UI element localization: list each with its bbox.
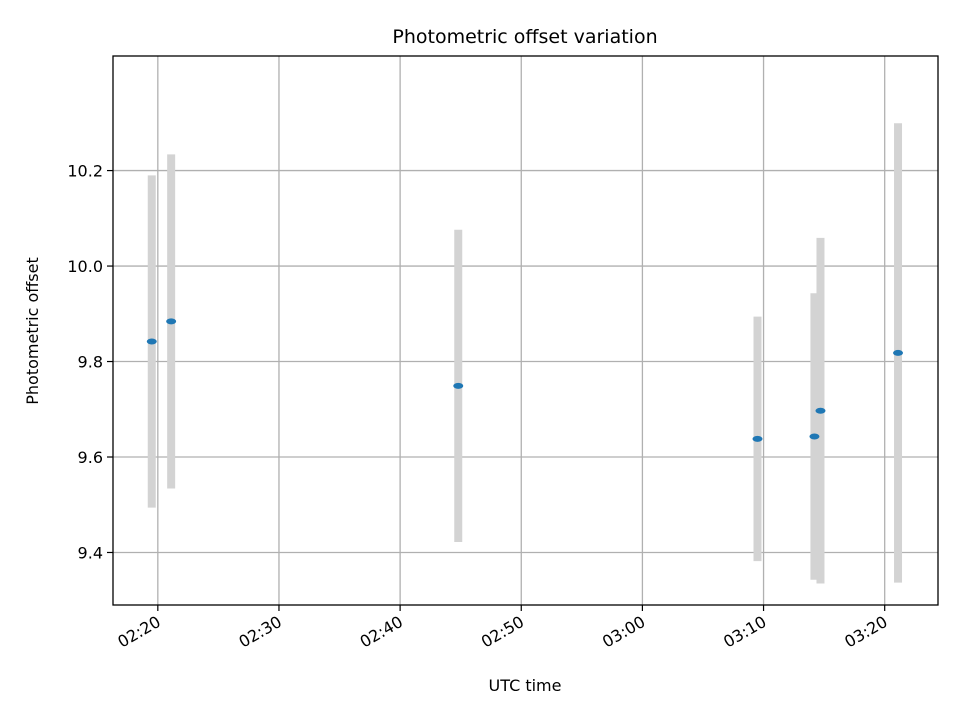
data-point [752, 435, 763, 442]
y-tick-label: 9.4 [78, 543, 103, 562]
data-point [166, 318, 177, 325]
y-tick-label: 9.6 [78, 448, 103, 467]
y-axis-label: Photometric offset [23, 257, 42, 405]
plot-frame [112, 55, 939, 606]
y-axis-ticks: 9.4 9.6 9.8 10.0 10.2 [67, 162, 113, 562]
y-tick-label: 10.2 [67, 162, 103, 181]
data-point [146, 338, 157, 345]
data-points [146, 318, 904, 442]
data-point [893, 349, 904, 356]
y-tick-label: 9.8 [78, 353, 103, 372]
grid-lines [113, 56, 938, 605]
y-tick-label: 10.0 [67, 257, 103, 276]
data-point [453, 382, 464, 389]
data-point [809, 433, 820, 440]
x-axis-label: UTC time [489, 676, 562, 695]
data-point [815, 407, 826, 414]
chart-title: Photometric offset variation [392, 26, 657, 48]
